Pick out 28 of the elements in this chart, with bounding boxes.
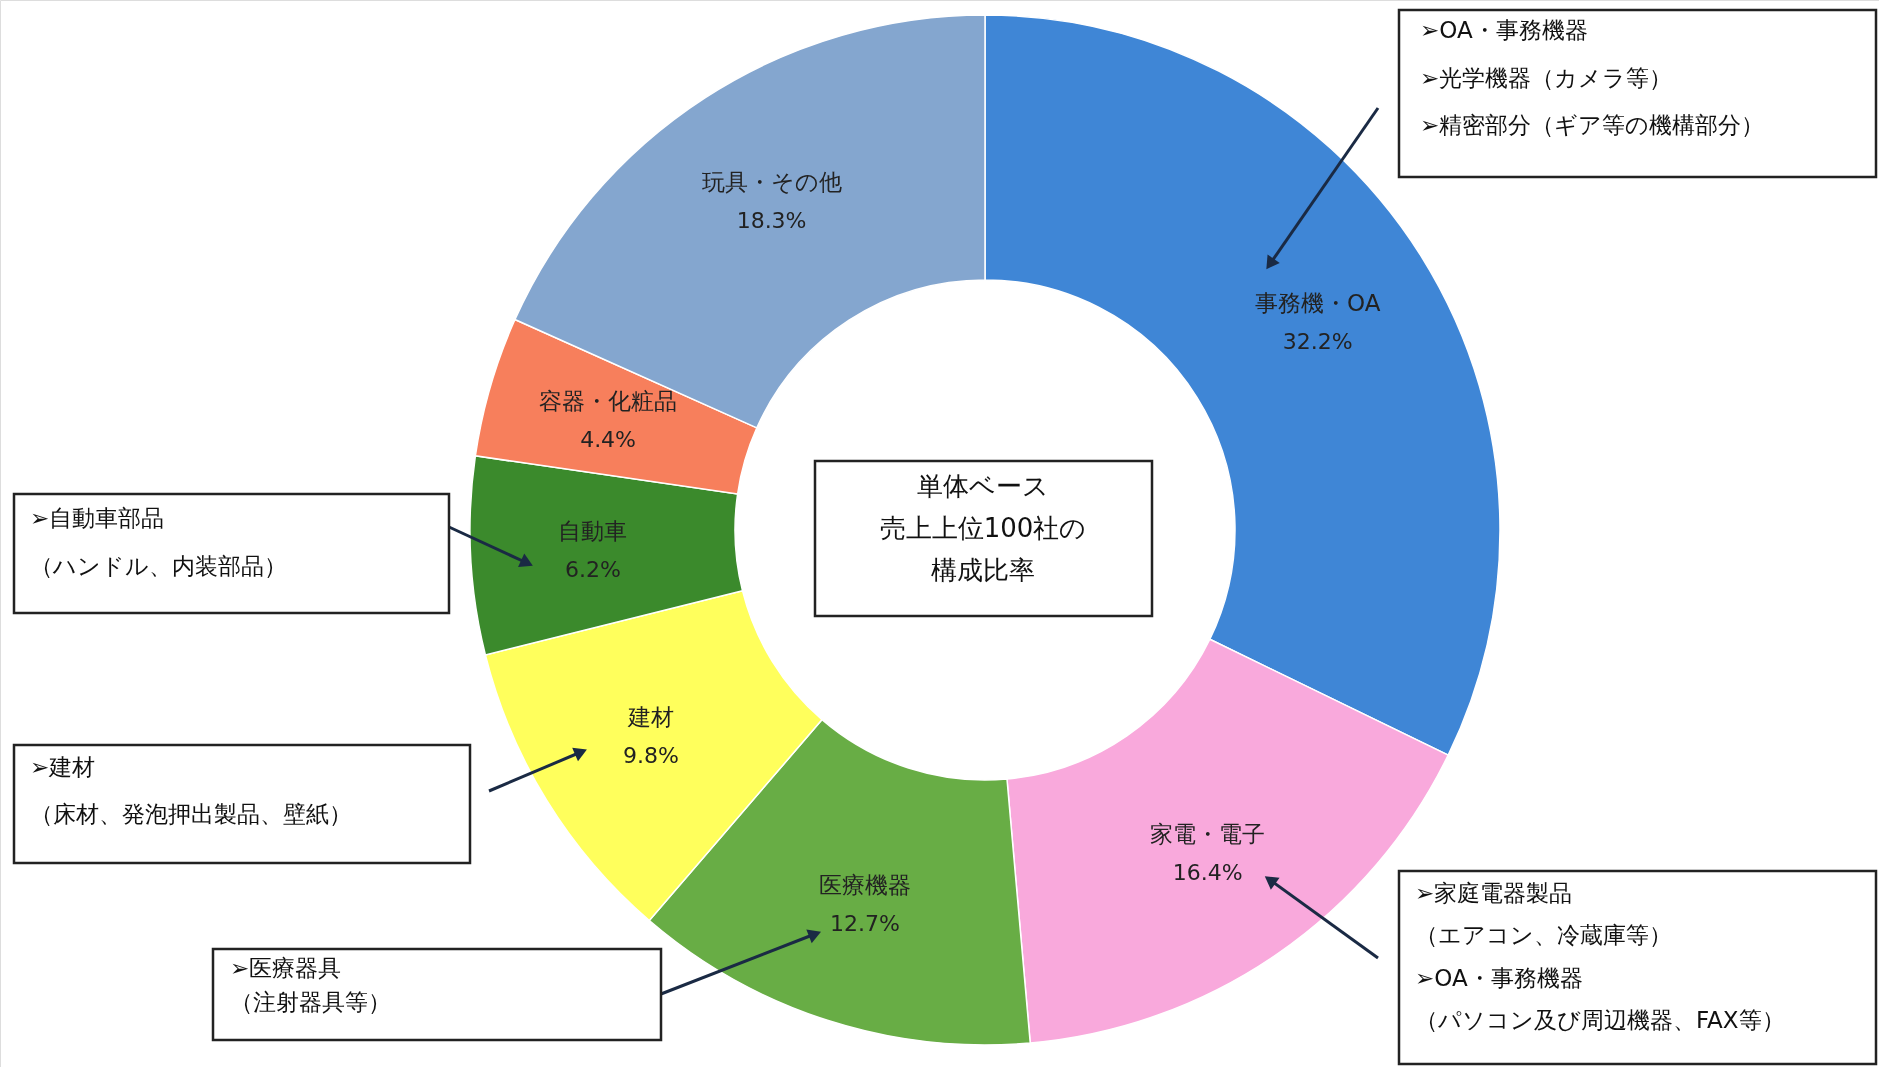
- text: ➢家庭電器製品: [1415, 880, 1573, 906]
- text: ➢OA・事務機器: [1415, 964, 1583, 991]
- slice-label: 自動車: [558, 517, 628, 544]
- slice-label: 容器・化粧品: [539, 388, 678, 415]
- slice-label: 医療機器: [818, 871, 911, 898]
- text: ➢精密部分（ギア等の機構部分）: [1420, 112, 1765, 139]
- data-label: 4.4%: [580, 427, 637, 453]
- data-label: 16.4%: [1172, 860, 1243, 886]
- text: ➢医療器具: [230, 955, 342, 981]
- text: ➢OA・事務機器: [1420, 17, 1588, 43]
- slice-label: 玩具・その他: [701, 168, 842, 195]
- text: ➢光学機器（カメラ等）: [1420, 64, 1673, 91]
- data-label: 12.7%: [829, 910, 900, 936]
- text: （パソコン及び周辺機器、FAX等）: [1415, 1006, 1785, 1033]
- text: （注射器具等）: [230, 988, 391, 1015]
- data-label: 18.3%: [736, 207, 807, 233]
- slice-label: 家電・電子: [1150, 821, 1266, 848]
- text: 単体ベース売上上位100社の構成比率: [879, 471, 1087, 585]
- text: ➢建材: [30, 754, 96, 780]
- slice-label: 建材: [626, 704, 674, 731]
- text: （ハンドル、内装部品）: [30, 552, 287, 579]
- data-label: 9.8%: [623, 743, 679, 769]
- text: ➢自動車部品: [30, 505, 165, 531]
- data-label: 6.2%: [565, 556, 621, 582]
- text: （床材、発泡押出製品、壁紙）: [30, 801, 352, 827]
- data-label: 32.2%: [1282, 328, 1353, 354]
- text: （エアコン、冷蔵庫等）: [1415, 922, 1672, 949]
- slice-label: 事務機・OA: [1254, 289, 1381, 316]
